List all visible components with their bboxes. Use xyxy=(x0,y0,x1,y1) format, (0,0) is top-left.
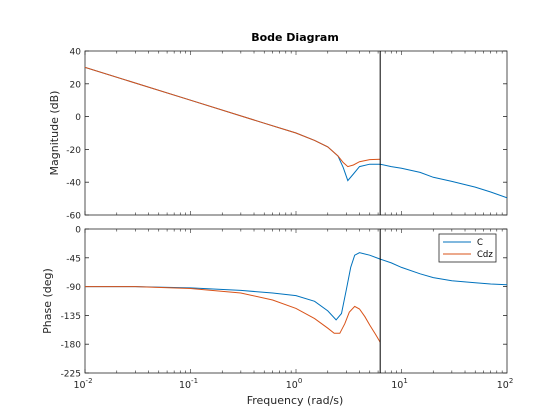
magnitude-y-axis-label: Magnitude (dB) xyxy=(48,91,61,176)
legend-box xyxy=(438,233,497,263)
magnitude-y-tick-label: -40 xyxy=(66,179,81,189)
phase-axes-box xyxy=(84,228,508,374)
x-tick-label: 101 xyxy=(391,377,408,391)
x-tick-label: 10-2 xyxy=(73,377,92,391)
x-tick-label-base: 10 xyxy=(179,380,191,391)
magnitude-y-tick-label: 20 xyxy=(70,80,82,90)
x-tick-label-exponent: 1 xyxy=(403,377,407,385)
phase-series-c xyxy=(85,252,507,321)
magnitude-panel: 40 20 0 -20 -40 -60 xyxy=(66,48,508,222)
x-tick-label-exponent: 2 xyxy=(509,377,513,385)
legend-label-c: C xyxy=(477,238,483,248)
magnitude-y-tick-label: 0 xyxy=(75,113,81,123)
phase-y-tick-label: -180 xyxy=(61,341,82,351)
x-tick-label: 100 xyxy=(286,377,303,391)
phase-y-tick-label: -135 xyxy=(61,312,81,322)
magnitude-y-tick-label: -60 xyxy=(66,212,81,222)
x-tick-label-exponent: -1 xyxy=(191,377,198,385)
magnitude-y-tick-label: 40 xyxy=(70,48,82,58)
x-tick-label-base: 10 xyxy=(391,380,403,391)
phase-y-tick-label: -90 xyxy=(66,283,81,293)
legend: C Cdz xyxy=(438,233,497,263)
magnitude-series-cdz xyxy=(85,66,381,168)
legend-label-cdz: Cdz xyxy=(477,250,493,260)
x-tick-label-exponent: -2 xyxy=(86,377,93,385)
phase-y-axis-label: Phase (deg) xyxy=(41,268,54,334)
x-tick-label: 102 xyxy=(497,377,514,391)
x-tick-label-exponent: 0 xyxy=(298,377,302,385)
x-tick-label-base: 10 xyxy=(497,380,509,391)
phase-y-tick-label: -225 xyxy=(61,370,81,380)
x-tick-label: 10-1 xyxy=(179,377,198,391)
x-tick-label-base: 10 xyxy=(286,380,298,391)
magnitude-y-tick-label: -20 xyxy=(66,146,81,156)
chart-title: Bode Diagram xyxy=(251,31,339,44)
phase-series-cdz xyxy=(85,286,381,343)
phase-y-tick-label: -45 xyxy=(66,254,81,264)
x-axis-label: Frequency (rad/s) xyxy=(247,394,344,407)
phase-y-tick-label: 0 xyxy=(75,226,81,236)
x-tick-label-base: 10 xyxy=(73,380,85,391)
